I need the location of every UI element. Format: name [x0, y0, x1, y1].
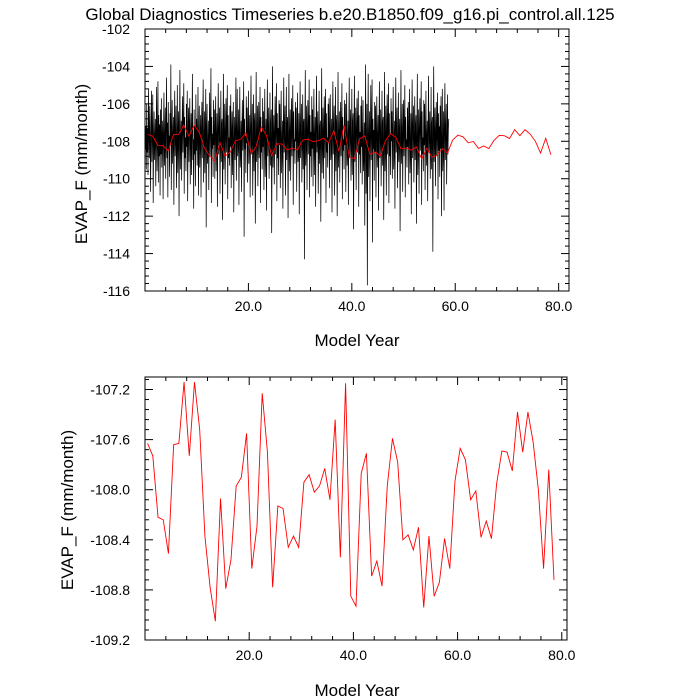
- y-tick-label: -109.2: [90, 632, 130, 648]
- y-tick-label: -107.2: [90, 382, 130, 398]
- plot-frame: [144, 376, 568, 641]
- x-tick-label: 60.0: [442, 298, 469, 314]
- plot-frame: [144, 28, 570, 292]
- y-tick-label: -116: [103, 283, 130, 299]
- y-tick-label: -102: [102, 21, 130, 37]
- y-tick-label: -110: [103, 171, 130, 187]
- y-tick-label: -112: [103, 208, 130, 224]
- series-line-annual-mean: [147, 381, 555, 622]
- x-tick-label: 40.0: [340, 647, 367, 663]
- bottom-y-axis-label: EVAP_F (mm/month): [58, 430, 77, 590]
- y-tick-label: -108.8: [90, 582, 130, 598]
- top-panel: 20.0 40.0 60.0 80.0 -116 -114 -112 -110 -108 -106…: [102, 21, 573, 314]
- top-x-axis-label: Model Year: [314, 331, 399, 350]
- top-y-axis-label: EVAP_F (mm/month): [72, 84, 91, 244]
- bottom-panel: 20.0 40.0 60.0 80.0 -109.2 -108.8 -108.4 -108.0…: [90, 376, 576, 663]
- y-tick-label: -106: [102, 96, 130, 112]
- y-tick-label: -108.0: [90, 482, 130, 498]
- y-tick-label: -107.6: [90, 432, 130, 448]
- x-tick-label: 80.0: [545, 298, 572, 314]
- x-tick-label: 20.0: [235, 298, 262, 314]
- y-tick-label: -108: [102, 133, 130, 149]
- y-tick-label: -114: [103, 246, 130, 262]
- series-line-annual-mean: [147, 124, 552, 162]
- x-tick-label: 60.0: [444, 647, 471, 663]
- bottom-x-axis-label: Model Year: [314, 681, 399, 700]
- x-tick-label: 80.0: [548, 647, 575, 663]
- y-tick-label: -108.4: [90, 532, 130, 548]
- x-tick-label: 40.0: [338, 298, 365, 314]
- x-tick-label: 20.0: [236, 647, 263, 663]
- series-line-monthly: [144, 64, 450, 286]
- chart-title: Global Diagnostics Timeseries b.e20.B185…: [85, 5, 614, 24]
- y-tick-label: -104: [102, 58, 130, 74]
